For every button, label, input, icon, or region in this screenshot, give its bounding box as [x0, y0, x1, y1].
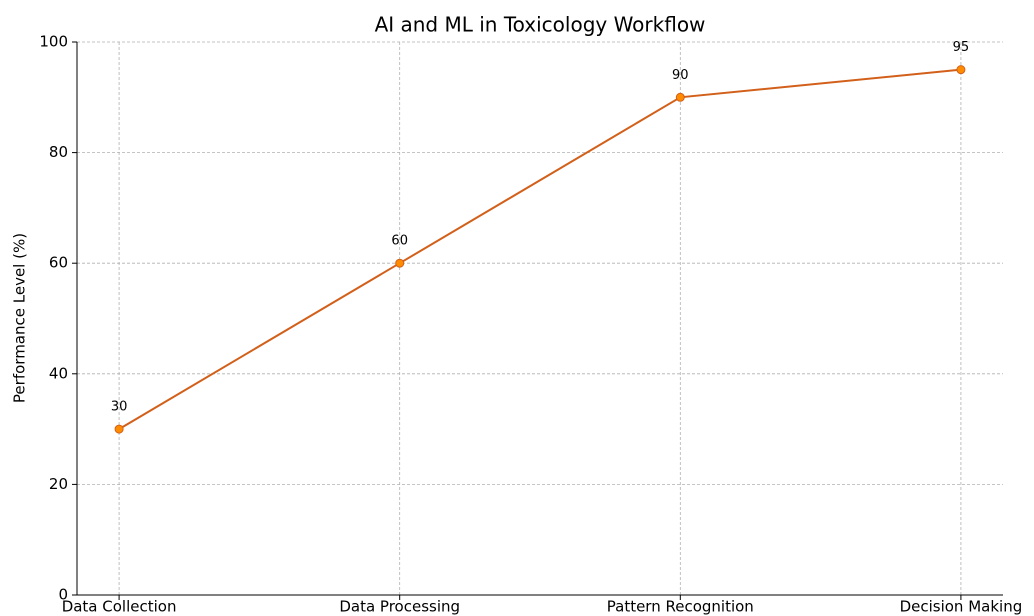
x-tick-label: Data Processing: [339, 598, 460, 616]
y-tick-label: 100: [39, 33, 68, 51]
data-point: [956, 65, 966, 75]
x-tick-label: Decision Making: [900, 598, 1023, 616]
data-point: [114, 424, 124, 434]
data-point: [675, 92, 685, 102]
y-tick-label: 60: [49, 254, 68, 272]
data-label: 95: [953, 40, 970, 55]
data-label: 60: [391, 234, 408, 249]
data-line: [118, 68, 962, 430]
data-point: [395, 258, 405, 268]
y-axis-label: Performance Level (%): [11, 233, 29, 403]
y-tick-label: 20: [49, 475, 68, 493]
x-tick-label: Pattern Recognition: [607, 598, 754, 616]
chart-title: AI and ML in Toxicology Workflow: [375, 13, 706, 37]
y-tick-label: 40: [49, 364, 68, 382]
data-label: 30: [111, 400, 128, 415]
y-tick-label: 80: [49, 143, 68, 161]
x-tick-label: Data Collection: [62, 598, 177, 616]
y-tick-label: 0: [58, 586, 68, 604]
data-label: 90: [672, 68, 689, 83]
